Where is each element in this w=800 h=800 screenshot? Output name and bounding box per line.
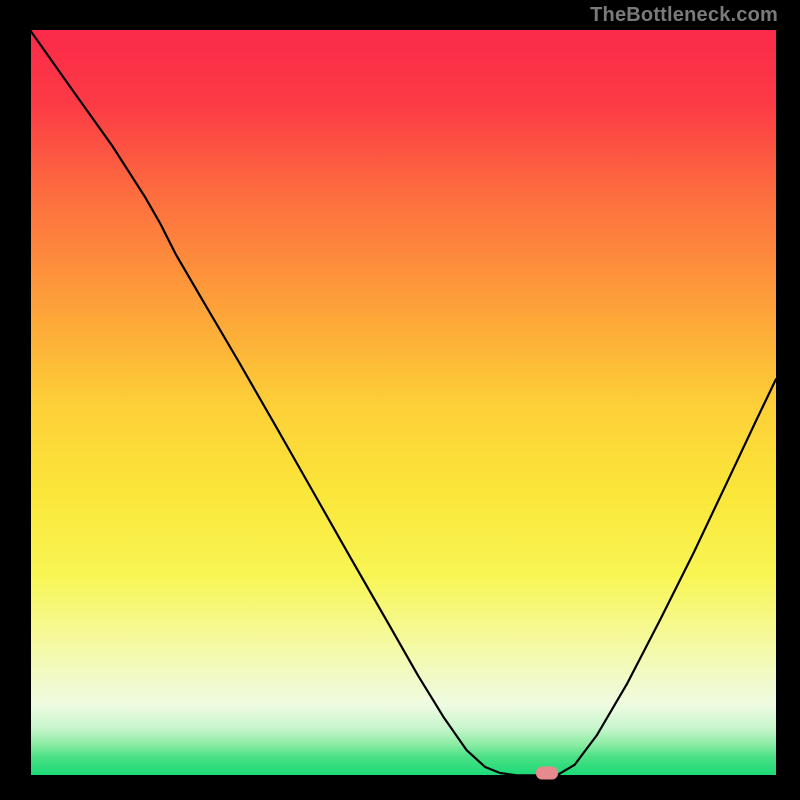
plot-background bbox=[30, 30, 776, 776]
chart-container: TheBottleneck.com bbox=[0, 0, 800, 800]
bottleneck-chart bbox=[0, 0, 800, 800]
optimum-marker bbox=[536, 767, 558, 780]
